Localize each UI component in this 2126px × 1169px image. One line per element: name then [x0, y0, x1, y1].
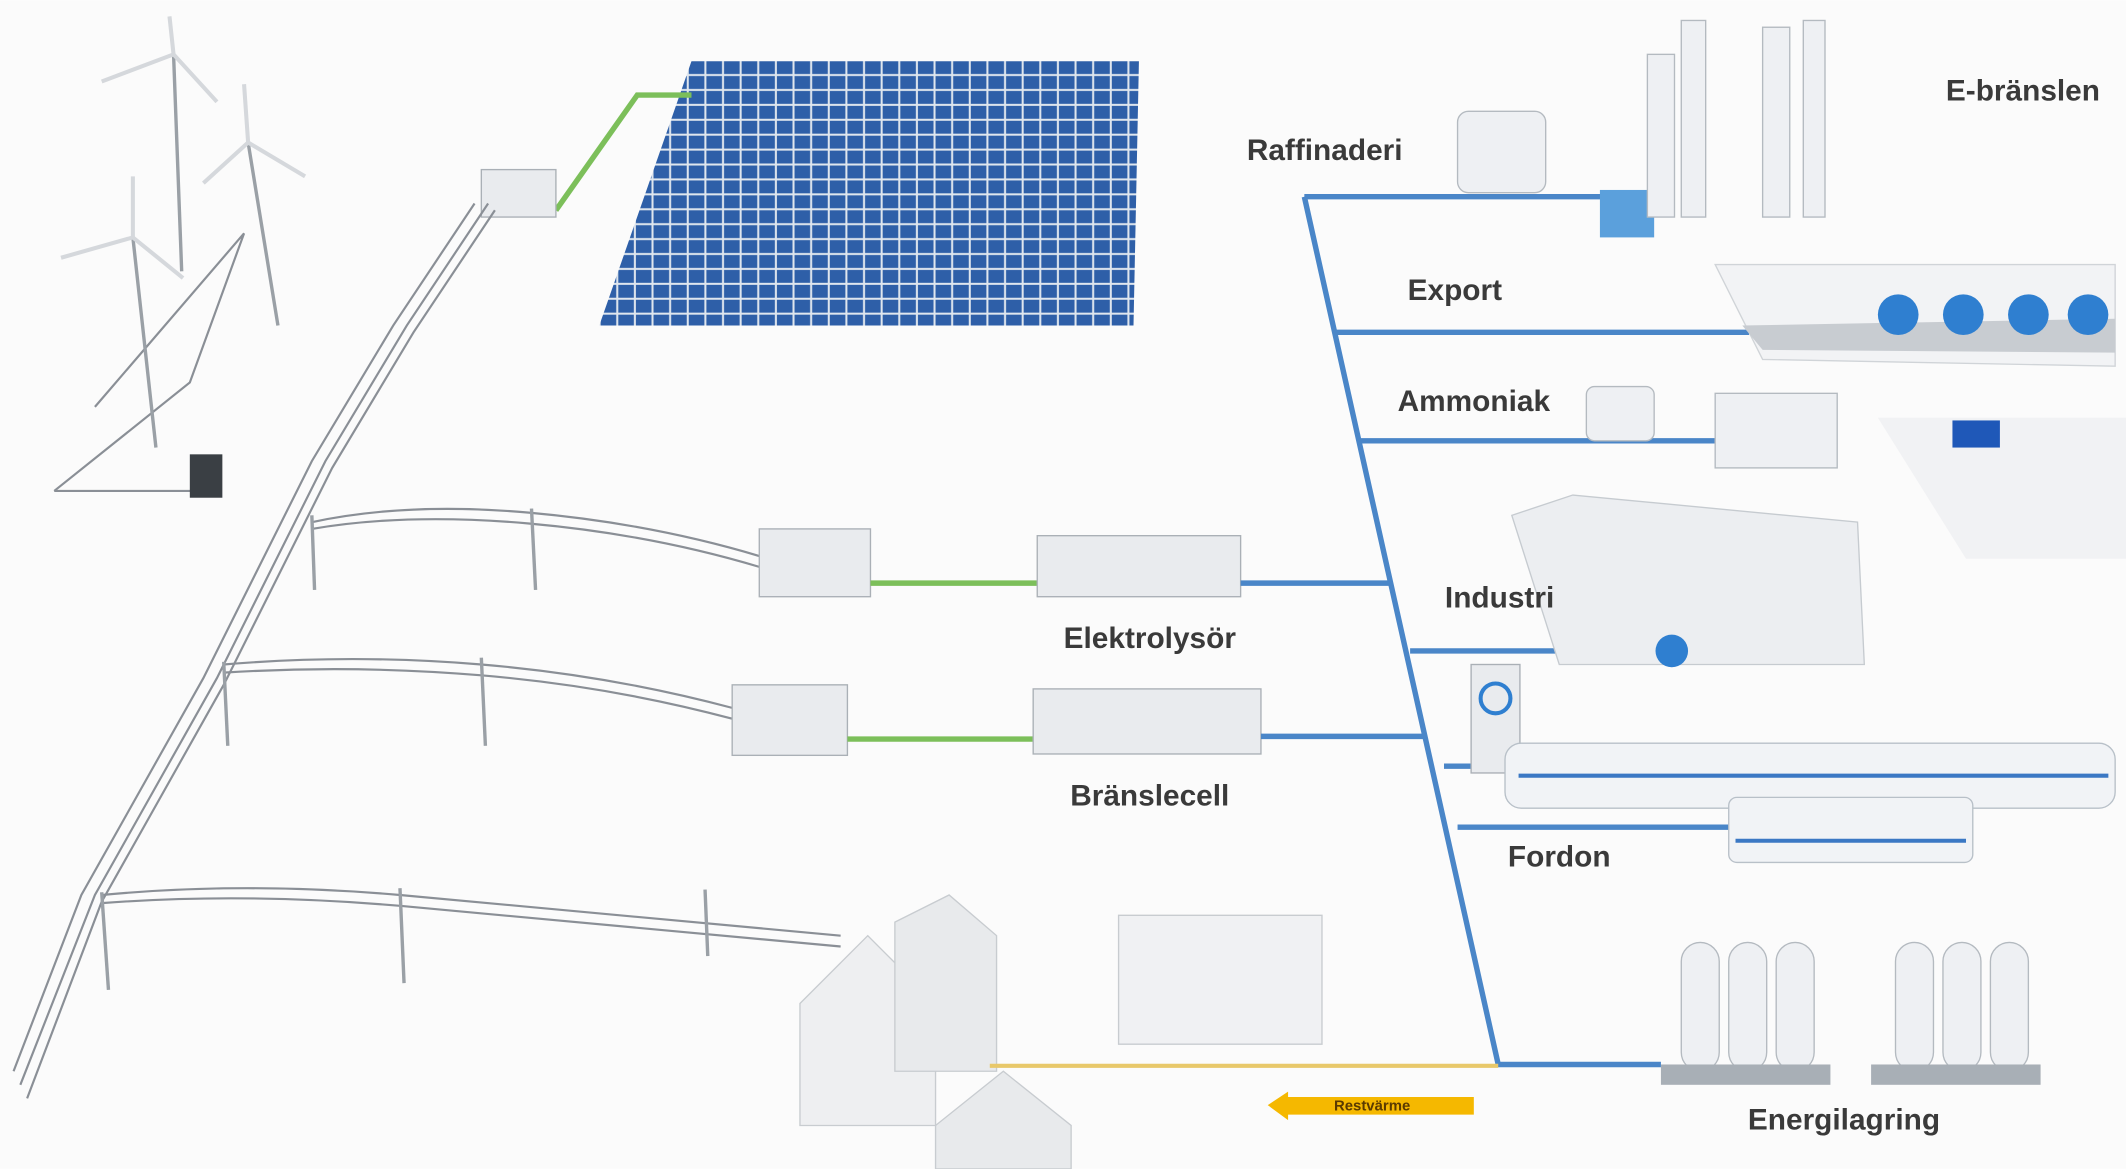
- label: Energilagring: [1748, 1104, 1940, 1137]
- export-ship: [1715, 265, 2115, 367]
- label: Raffinaderi: [1247, 134, 1403, 167]
- label: Industri: [1445, 582, 1554, 615]
- inverter: [759, 529, 870, 597]
- industry-hall: [1512, 495, 1865, 664]
- inverter: [732, 685, 847, 756]
- hydrogen-system-diagram: E-bränslen Raffinaderi Export Ammoniak I…: [0, 0, 2126, 1169]
- label: Ammoniak: [1398, 385, 1551, 418]
- inverter: [481, 170, 556, 217]
- label: E-bränslen: [1946, 74, 2100, 107]
- fuel-cell-unit: [1033, 689, 1261, 754]
- arrow-label: Restvärme: [1334, 1099, 1410, 1115]
- bus: [1729, 797, 1973, 862]
- electrolyser-unit: [1037, 536, 1240, 597]
- label: Fordon: [1508, 841, 1611, 874]
- solar-park: [599, 61, 1139, 325]
- industry-pump: [1656, 635, 1689, 668]
- label: Bränslecell: [1070, 780, 1229, 813]
- label: Export: [1408, 274, 1502, 307]
- label: Elektrolysör: [1064, 622, 1237, 655]
